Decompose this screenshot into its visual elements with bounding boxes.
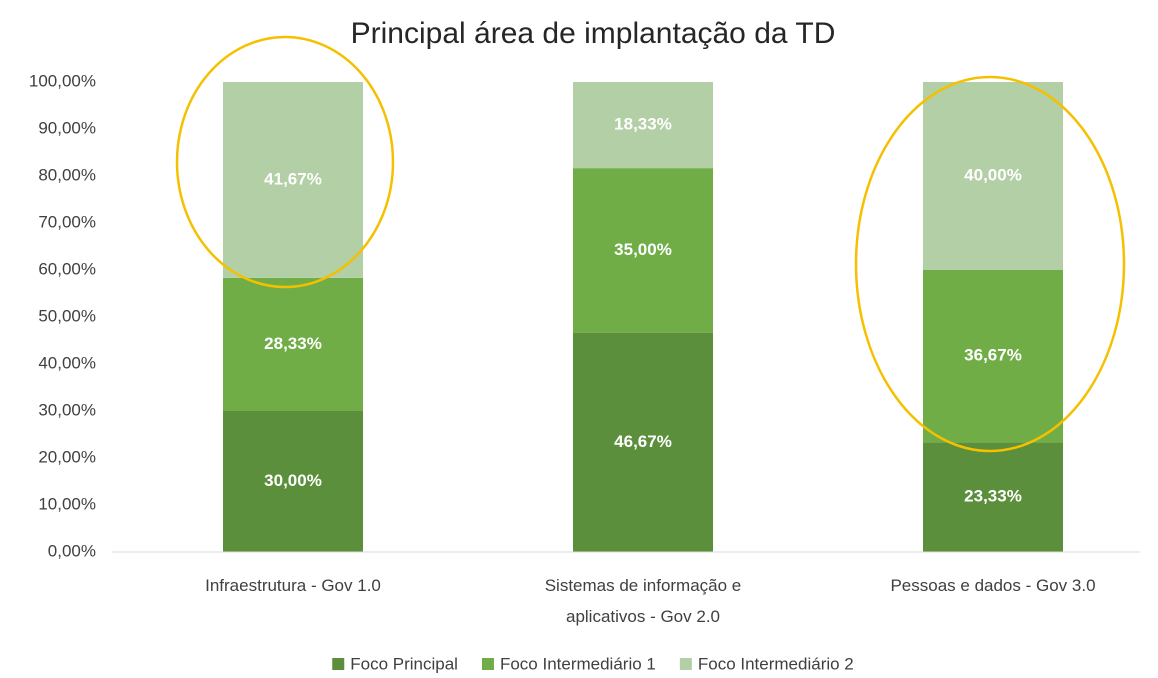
data-label: 30,00% bbox=[264, 471, 322, 490]
bar-segment bbox=[573, 82, 713, 169]
data-label: 18,33% bbox=[614, 115, 672, 134]
data-label: 36,67% bbox=[964, 346, 1022, 365]
legend-swatch bbox=[679, 658, 692, 670]
bar-segment bbox=[923, 270, 1063, 443]
bar-segment bbox=[223, 277, 363, 411]
y-tick-label: 10,00% bbox=[38, 494, 96, 513]
highlight-ellipse bbox=[854, 75, 1126, 453]
data-label: 46,67% bbox=[614, 432, 672, 451]
data-label: 41,67% bbox=[264, 169, 322, 188]
chart-title: Principal área de implantação da TD bbox=[351, 17, 836, 50]
y-tick-label: 80,00% bbox=[38, 165, 96, 184]
legend-label: Foco Intermediário 1 bbox=[500, 654, 656, 673]
highlight-ellipse bbox=[175, 35, 395, 289]
data-label: 35,00% bbox=[614, 240, 672, 259]
data-label: 28,33% bbox=[264, 334, 322, 353]
legend-swatch bbox=[481, 658, 494, 670]
legend-item: Foco Principal bbox=[332, 654, 458, 673]
y-tick-label: 90,00% bbox=[38, 118, 96, 137]
bar-segment bbox=[923, 82, 1063, 270]
legend-label: Foco Principal bbox=[350, 654, 458, 673]
bar-segment bbox=[923, 442, 1063, 552]
bar-segment bbox=[223, 82, 363, 278]
y-tick-label: 20,00% bbox=[38, 447, 96, 466]
y-tick-label: 50,00% bbox=[38, 306, 96, 325]
x-tick-label: Infraestrutura - Gov 1.0 bbox=[205, 576, 381, 595]
data-label: 23,33% bbox=[964, 487, 1022, 506]
data-label: 40,00% bbox=[964, 165, 1022, 184]
bar-segment bbox=[573, 168, 713, 333]
y-tick-label: 30,00% bbox=[38, 400, 96, 419]
legend-item: Foco Intermediário 1 bbox=[481, 654, 656, 673]
x-tick-label: Sistemas de informação e aplicativos - Go… bbox=[545, 576, 742, 626]
y-tick-label: 0,00% bbox=[48, 541, 96, 560]
legend-item: Foco Intermediário 2 bbox=[679, 654, 854, 673]
legend-swatch bbox=[332, 658, 345, 670]
y-tick-label: 70,00% bbox=[38, 212, 96, 231]
legend-label: Foco Intermediário 2 bbox=[698, 654, 854, 673]
bar-segment bbox=[573, 332, 713, 552]
y-tick-label: 40,00% bbox=[38, 353, 96, 372]
y-tick-label: 100,00% bbox=[29, 71, 96, 90]
plot: 0,00% 10,00% 20,00% 30,00% 40,00% 50,00% 60,00… bbox=[29, 71, 1140, 673]
y-tick-label: 60,00% bbox=[38, 259, 96, 278]
bar-segment bbox=[223, 411, 363, 552]
x-tick-label: Pessoas e dados - Gov 3.0 bbox=[890, 576, 1095, 595]
